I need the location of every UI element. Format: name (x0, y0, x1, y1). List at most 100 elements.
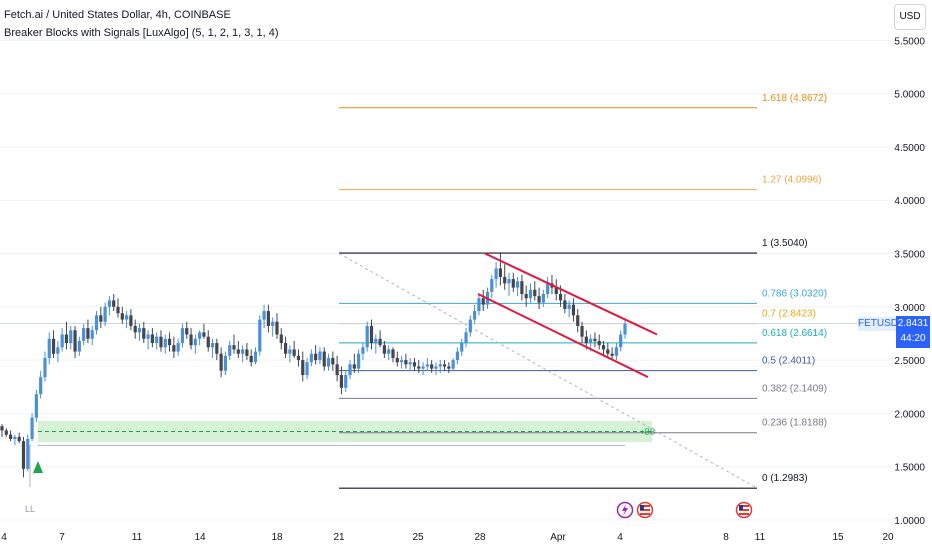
candle-body (438, 364, 442, 367)
candle-body (125, 315, 129, 320)
channel-lower-line[interactable] (477, 293, 649, 379)
last-price-badge: 2.8431 44:20 (896, 316, 930, 348)
candle-body (159, 336, 163, 348)
candle-body (537, 296, 541, 303)
candle-body (576, 315, 580, 326)
candle-body (387, 349, 391, 354)
candle-body (520, 281, 524, 295)
candle-body (249, 355, 253, 363)
candle-body (365, 325, 369, 348)
candle-body (107, 300, 112, 307)
candle-body (451, 360, 455, 369)
candle-body (498, 268, 502, 277)
candle-body (86, 328, 90, 339)
candle-body (137, 328, 142, 333)
candle-body (571, 304, 576, 316)
breaker-block-label: +BB (640, 428, 655, 437)
time-tick-label: 14 (194, 532, 206, 543)
time-tick-label: 11 (132, 532, 143, 543)
time-axis[interactable]: 4 7 11 14 18 21 25 28 Apr 4 8 11 15 20 (1, 532, 894, 543)
candle-body (301, 360, 305, 376)
candle-body (511, 279, 515, 288)
time-tick-label: 20 (882, 532, 894, 543)
candle-body (395, 357, 399, 363)
us-flag-event-icon[interactable] (636, 501, 654, 519)
candle-body (266, 311, 270, 326)
candle-body (567, 304, 571, 309)
candle-body (309, 353, 313, 363)
time-tick-label: 11 (755, 532, 766, 543)
fib-level-label: 0.618 (2.6614) (762, 328, 827, 339)
price-tick-label: 4.0000 (894, 196, 925, 207)
candle-body (60, 334, 64, 348)
price-tick-label: 3.5000 (894, 250, 925, 261)
candle-body (335, 364, 339, 376)
price-tick-label: 4.5000 (894, 143, 925, 154)
fib-level-label: 1.27 (4.0996) (762, 175, 822, 186)
fib-retracement[interactable]: 0 (1.2983) 0.236 (1.8188) 0.382 (2.1409) 0.… (339, 93, 827, 489)
candle-body (318, 351, 322, 361)
price-axis[interactable]: 1.0000 1.5000 2.0000 2.5000 3.0000 3.5000 4.00… (892, 0, 925, 550)
candle-body (524, 294, 528, 299)
candle-body (473, 311, 477, 320)
candle-body (275, 321, 279, 335)
candle-body (198, 332, 202, 339)
candle-body (580, 325, 584, 337)
candle-body (455, 351, 460, 361)
candle-body (464, 332, 468, 344)
candle-body (103, 306, 107, 322)
candle-body (167, 338, 172, 346)
candle-body (417, 366, 421, 369)
currency-button[interactable]: USD (894, 4, 926, 30)
candle-body (129, 315, 133, 326)
candle-body (503, 276, 507, 284)
candle-body (150, 334, 154, 344)
candle-body (292, 349, 296, 356)
price-tick-label: 3.0000 (894, 303, 925, 314)
chart-title: Fetch.ai / United States Dollar, 4h, COI… (4, 9, 231, 21)
candle-body (533, 289, 537, 297)
candle-body (4, 430, 8, 435)
candle-body (34, 394, 38, 418)
candle-body (623, 323, 627, 335)
candle-body (558, 294, 563, 301)
candle-body (326, 357, 331, 367)
candle-body (412, 362, 417, 367)
candle-body (142, 328, 146, 339)
us-flag-event-icon[interactable] (735, 501, 753, 519)
candle-body (589, 338, 593, 344)
price-tick-label: 5.5000 (894, 36, 925, 47)
candle-body (133, 325, 137, 333)
channel-upper-line[interactable] (484, 252, 658, 336)
candle-body (361, 347, 365, 354)
breaker-block-rect (38, 420, 652, 443)
candle-body (305, 362, 309, 376)
candle-body (69, 330, 73, 344)
candle-body (8, 434, 13, 439)
descending-channel[interactable] (477, 252, 658, 379)
indicator-legend[interactable]: Breaker Blocks with Signals [LuxAlgo] (5… (4, 27, 279, 39)
candle-body (382, 345, 386, 354)
candle-body (21, 441, 26, 469)
candle-body (30, 417, 34, 439)
candle-body (374, 338, 378, 344)
candle-body (288, 349, 292, 354)
bullish-signal-icon (33, 461, 43, 473)
candle-body (430, 364, 434, 369)
time-tick-label: 28 (474, 532, 486, 543)
candle-body (146, 334, 150, 339)
fib-level-label: 1 (3.5040) (762, 238, 808, 249)
candle-body (13, 436, 17, 439)
lightning-icon[interactable] (616, 501, 634, 519)
candle-body (120, 313, 124, 320)
candle-body (477, 298, 481, 312)
candle-body (515, 281, 520, 288)
candle-body (0, 426, 4, 431)
candle-body (528, 289, 533, 299)
price-tick-label: 1.5000 (894, 463, 925, 474)
fib-level-label: 0.786 (3.0320) (762, 288, 827, 299)
breaker-block-zone: +BB (29, 420, 655, 487)
bar-countdown: 44:20 (900, 333, 926, 344)
candle-body (51, 338, 56, 354)
